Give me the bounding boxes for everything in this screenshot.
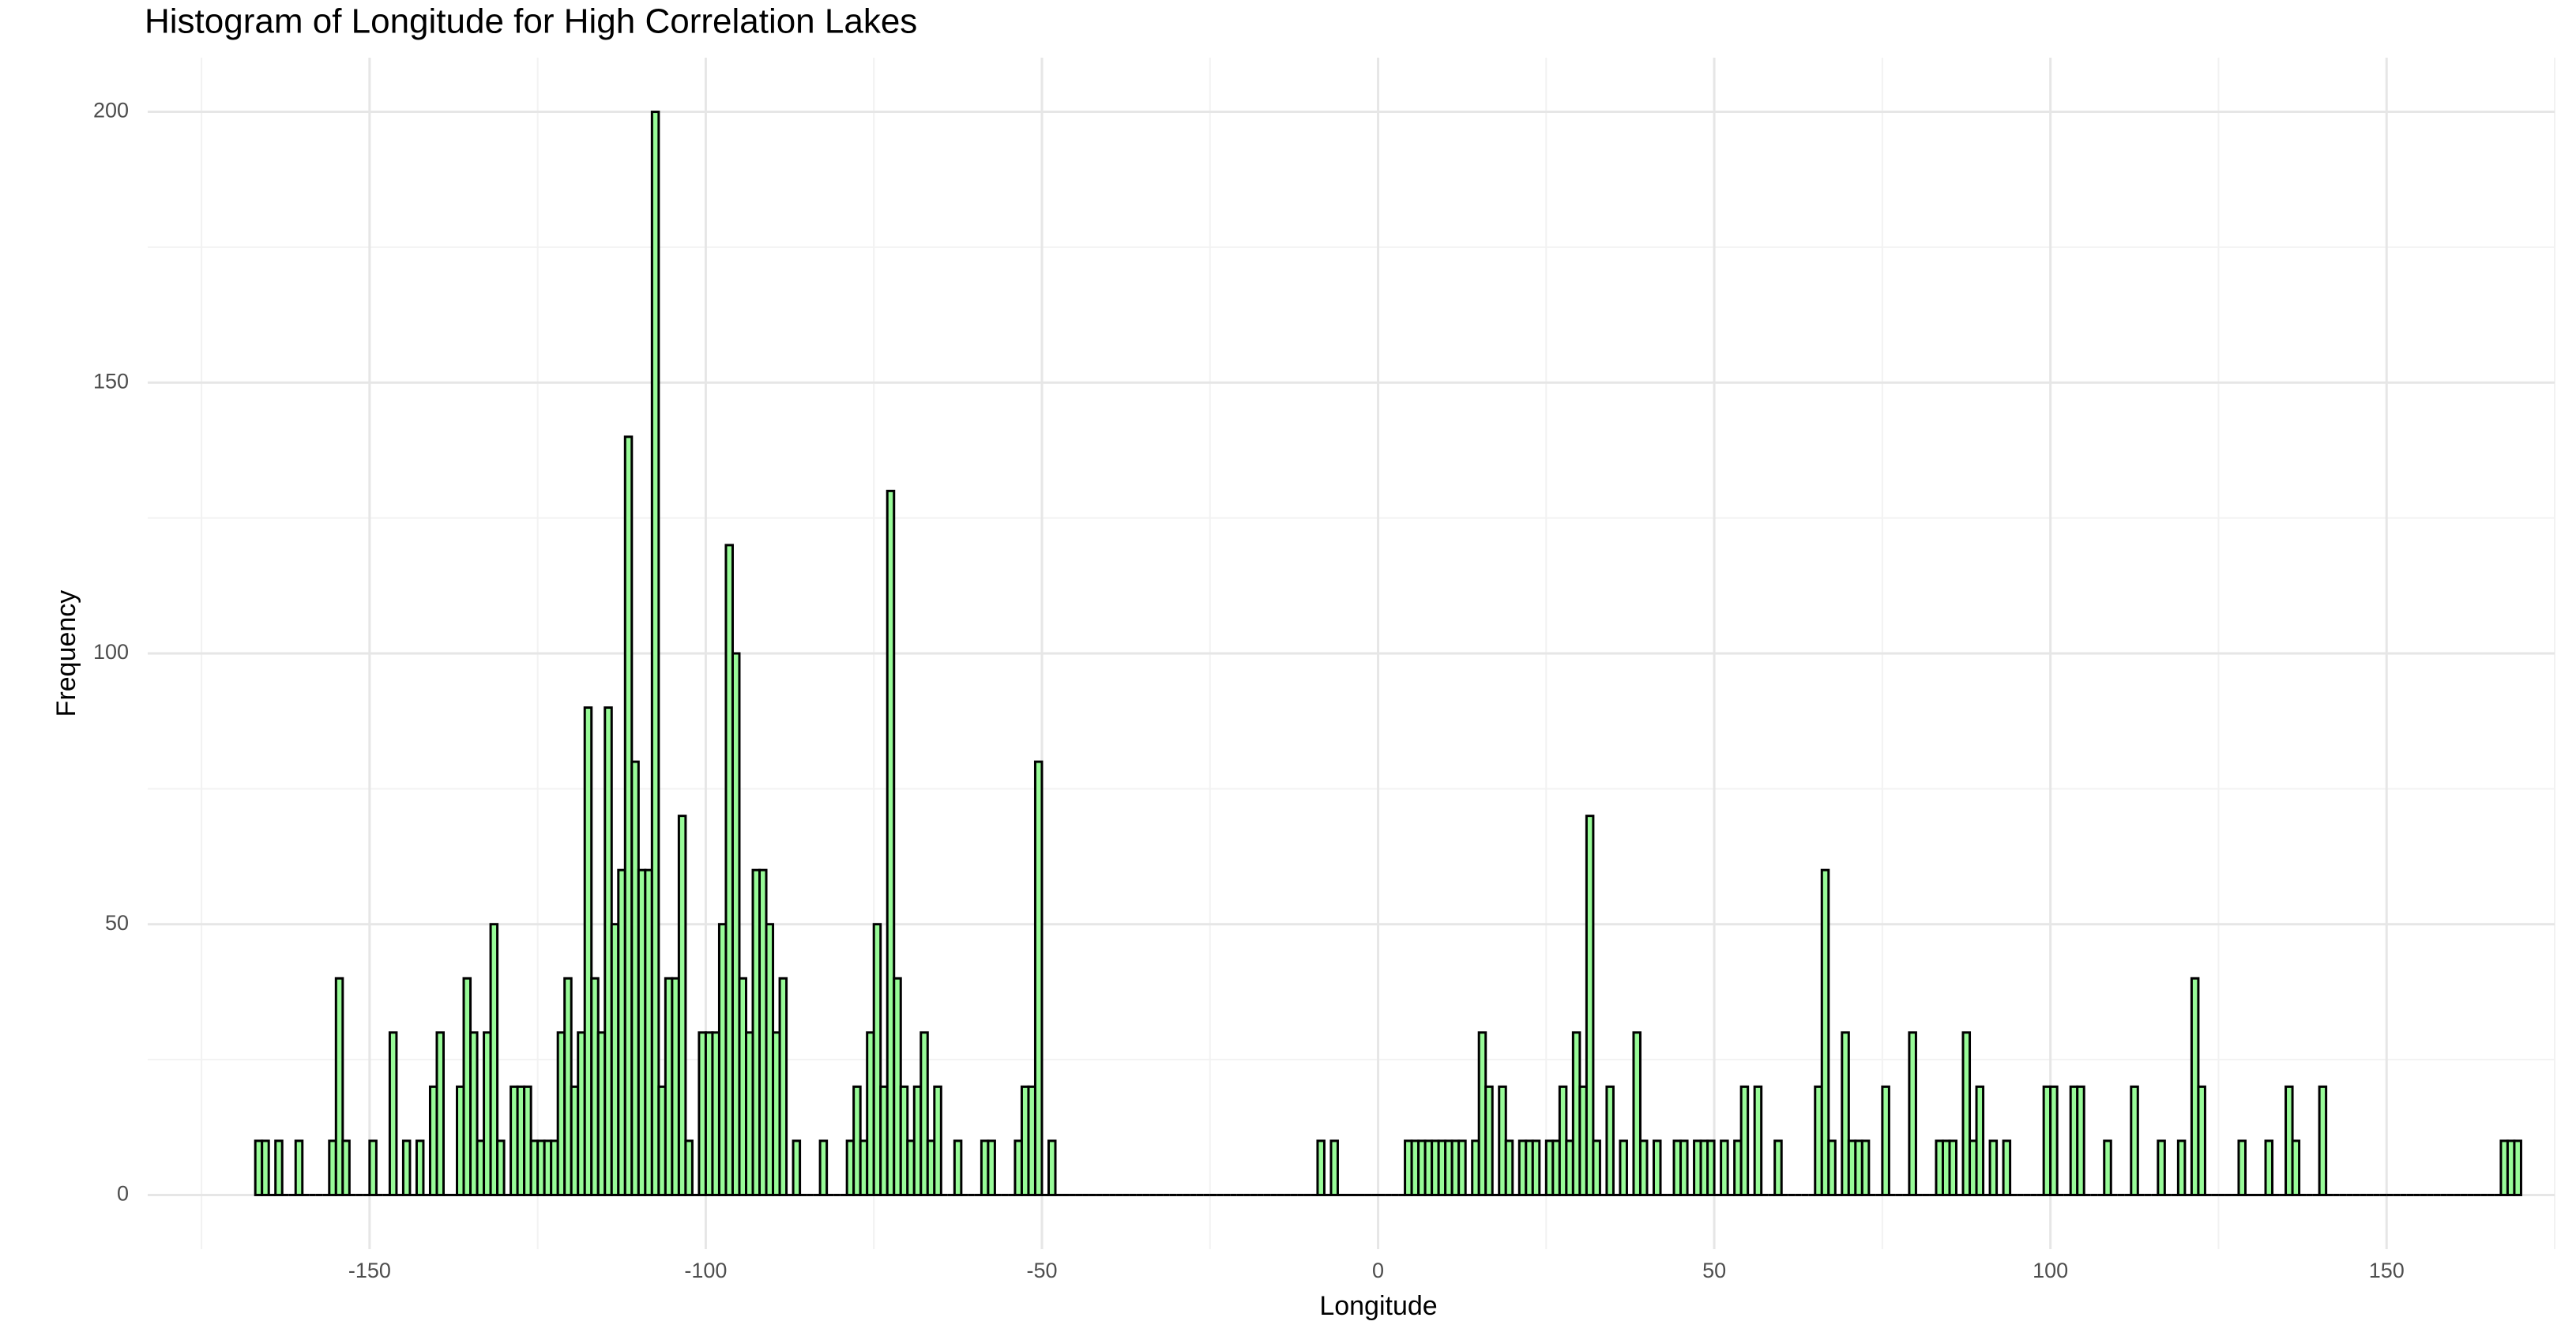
bar (1679, 1139, 1689, 1196)
x-tick-label: 50 (1702, 1259, 1726, 1282)
bar (401, 1139, 412, 1196)
bar (731, 652, 741, 1196)
x-tick-label: 150 (2369, 1259, 2405, 1282)
bar (2076, 1085, 2085, 1196)
bar (1484, 1085, 1494, 1196)
bar (1316, 1139, 1326, 1196)
x-tick-label: -150 (348, 1259, 391, 1282)
bar (1632, 1031, 1641, 1196)
x-tick-label: 0 (1372, 1259, 1384, 1282)
bar (1047, 1139, 1057, 1196)
bar (2049, 1085, 2059, 1196)
bar (1706, 1139, 1716, 1196)
bar (2002, 1139, 2012, 1196)
bar (1908, 1031, 1917, 1196)
bar (1820, 868, 1830, 1196)
bar (489, 923, 499, 1196)
bar (1329, 1139, 1339, 1196)
bar (778, 977, 788, 1196)
bar (1585, 815, 1595, 1196)
bar (818, 1139, 829, 1196)
bar (1841, 1031, 1850, 1196)
x-tick-label: -50 (1026, 1259, 1057, 1282)
bar (684, 1139, 694, 1196)
bar (1739, 1085, 1750, 1196)
bar (1988, 1139, 1999, 1196)
bar (2264, 1139, 2274, 1196)
bar (2318, 1085, 2328, 1196)
bar (2176, 1139, 2187, 1196)
bar (2237, 1139, 2247, 1196)
bar (1619, 1139, 1628, 1196)
bar (294, 1139, 304, 1196)
chart-title: Histogram of Longitude for High Correlat… (145, 2, 917, 41)
y-tick-label: 0 (117, 1182, 129, 1206)
bar (953, 1139, 963, 1196)
bar (1961, 1031, 1972, 1196)
bar (1753, 1085, 1763, 1196)
bar (872, 923, 882, 1196)
bar (1592, 1139, 1601, 1196)
bar (1948, 1139, 1958, 1196)
y-tick-label: 150 (93, 369, 129, 393)
x-tick-label: -100 (684, 1259, 727, 1282)
bar (2157, 1139, 2166, 1196)
bar (1860, 1139, 1871, 1196)
y-tick-label: 200 (93, 99, 129, 122)
bar (1827, 1139, 1837, 1196)
bar (261, 1139, 270, 1196)
bar (1638, 1139, 1649, 1196)
bar (1720, 1139, 1729, 1196)
y-tick-label: 100 (93, 640, 129, 664)
bar (583, 706, 593, 1196)
y-tick-label: 50 (105, 911, 129, 935)
x-tick-label: 100 (2033, 1259, 2068, 1282)
bar (1881, 1085, 1890, 1196)
bar (334, 977, 344, 1196)
bar (2103, 1139, 2112, 1196)
bar (2513, 1139, 2522, 1196)
bar (2291, 1139, 2301, 1196)
bar (1975, 1085, 1985, 1196)
bar (496, 1139, 506, 1196)
bar (435, 1031, 445, 1196)
bar (1033, 760, 1044, 1196)
bar (1605, 1085, 1615, 1196)
bar (933, 1085, 942, 1196)
bar (1773, 1139, 1783, 1196)
bar (650, 111, 660, 1196)
bar (1457, 1139, 1467, 1196)
bar (1531, 1139, 1541, 1196)
bar (792, 1139, 802, 1196)
bar (677, 815, 687, 1196)
bar (1653, 1139, 1662, 1196)
bar (415, 1139, 425, 1196)
bar (919, 1031, 929, 1196)
bar (2130, 1085, 2139, 1196)
bar (368, 1139, 378, 1196)
bar (274, 1139, 284, 1196)
y-axis-title: Frequency (51, 590, 81, 717)
bar (886, 489, 896, 1196)
bar (388, 1031, 398, 1196)
bar (987, 1139, 996, 1196)
bar (341, 1139, 351, 1196)
x-axis-title: Longitude (1319, 1291, 1437, 1321)
bar (1504, 1139, 1514, 1196)
bar (2197, 1085, 2206, 1196)
bar (469, 1031, 479, 1196)
